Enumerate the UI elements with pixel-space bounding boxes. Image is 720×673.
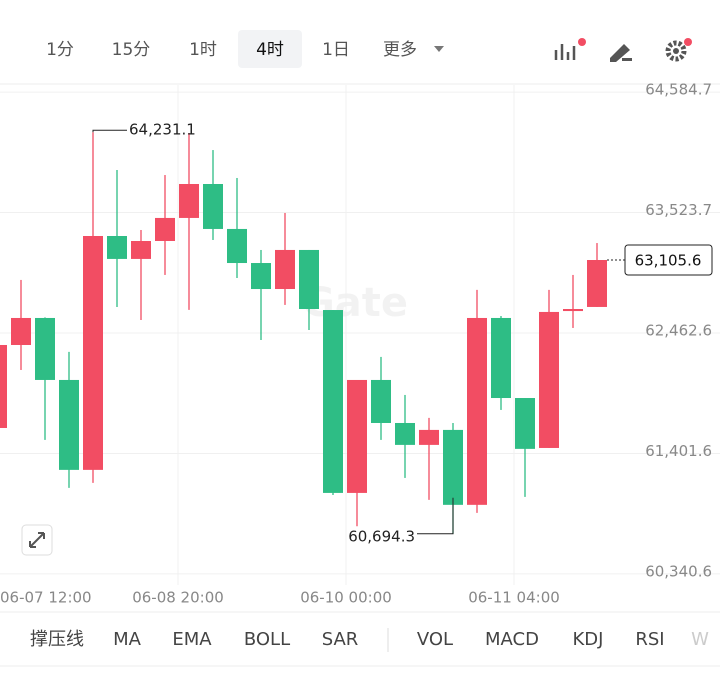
tab[interactable]: 4时 (256, 40, 284, 60)
x-tick-label: 06-07 12:00 (0, 589, 92, 607)
candle-body (419, 429, 439, 445)
x-tick-label: 06-08 20:00 (132, 589, 224, 607)
indicator-tab[interactable]: EMA (172, 629, 212, 650)
candle-body (275, 249, 295, 290)
indicator-tab[interactable]: MA (113, 629, 142, 650)
candle-body (131, 240, 151, 259)
y-tick-label: 62,462.6 (645, 322, 712, 340)
indicator-tab[interactable]: KDJ (573, 629, 604, 650)
high-connector (92, 129, 127, 133)
candle-body (467, 317, 487, 505)
tab[interactable]: 1时 (189, 40, 217, 60)
y-tick-label: 61,401.6 (645, 442, 712, 460)
candle-body (323, 310, 343, 493)
candle-body (563, 309, 583, 312)
x-tick-label: 06-10 00:00 (300, 589, 392, 607)
tab[interactable]: 15分 (112, 40, 151, 60)
candle-body (347, 379, 367, 493)
low-connector (417, 497, 454, 535)
candle-body (299, 249, 319, 310)
candle-body (251, 263, 271, 290)
indicator-tab[interactable]: RSI (635, 629, 664, 650)
candle-body (515, 398, 535, 449)
tab[interactable]: 更多 (383, 40, 417, 60)
candle-body (179, 184, 199, 218)
candle-body (59, 379, 79, 470)
candle-body (371, 379, 391, 423)
candle-body (227, 228, 247, 264)
candle-body (443, 429, 463, 505)
candle-body (155, 217, 175, 241)
high-label: 64,231.1 (129, 121, 196, 139)
indicator-tab[interactable]: 撑压线 (30, 629, 84, 650)
indicator-tab[interactable]: MACD (485, 629, 539, 650)
candle-body (491, 317, 511, 399)
indicator-icon[interactable] (554, 38, 586, 60)
candle-body (587, 260, 607, 307)
last-price-label: 63,105.6 (635, 252, 702, 270)
tab-highlight (238, 30, 302, 68)
y-tick-label: 64,584.7 (645, 81, 712, 99)
y-tick-label: 60,340.6 (645, 562, 712, 580)
expand-icon (29, 532, 45, 548)
candle-body (11, 317, 31, 345)
tab[interactable]: 1日 (322, 40, 350, 60)
indicator-tab[interactable]: SAR (322, 629, 359, 650)
candle-body (107, 235, 127, 259)
candle-body (83, 235, 103, 470)
y-tick-label: 63,523.7 (645, 201, 712, 219)
candle-body (35, 317, 55, 380)
candle-body (0, 344, 7, 428)
draw-icon[interactable] (610, 44, 632, 62)
candle-body (539, 311, 559, 448)
candle-body (395, 422, 415, 445)
dropdown-arrow[interactable] (434, 46, 444, 52)
settings-icon[interactable] (665, 38, 692, 62)
tab[interactable]: 1分 (46, 40, 74, 60)
indicator-tab[interactable]: VOL (417, 629, 453, 650)
candle-body (203, 184, 223, 229)
indicator-tab[interactable]: BOLL (244, 629, 290, 650)
x-tick-label: 06-11 04:00 (468, 589, 560, 607)
watermark: Gate (302, 280, 408, 326)
last-price-box (624, 244, 713, 276)
low-label: 60,694.3 (348, 527, 415, 545)
indicator-tab[interactable]: W (691, 629, 709, 650)
